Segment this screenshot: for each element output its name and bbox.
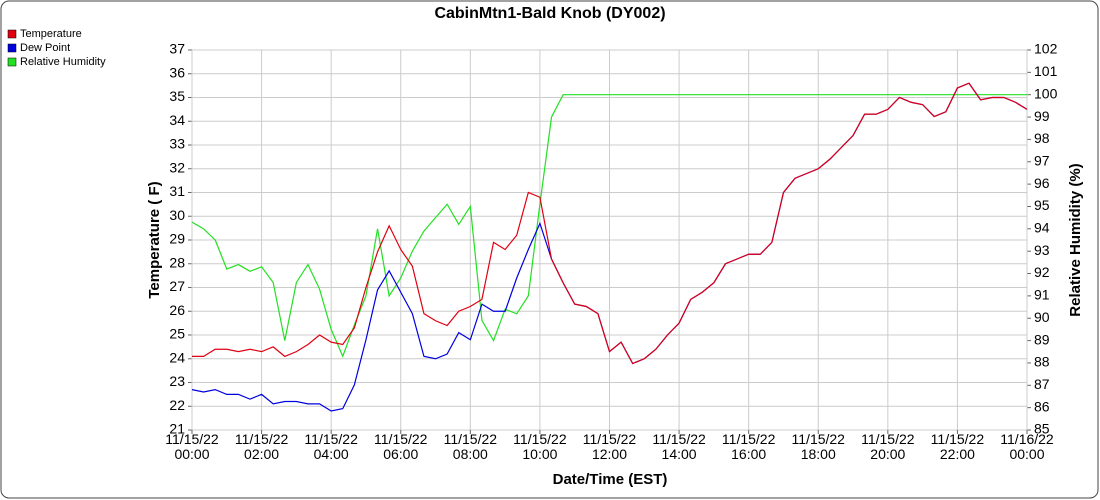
y-tick-label: 22 [169,397,185,413]
x-tick-label: 11/15/22 10:00 [513,431,567,462]
y-tick-label: 24 [169,349,185,365]
y2-tick-label: 89 [1034,331,1050,347]
y-tick-label: 31 [169,183,185,199]
y2-tick-label: 99 [1034,108,1050,124]
x-tick-label: 11/15/22 16:00 [721,431,776,462]
y2-tick-label: 102 [1034,41,1058,57]
y-tick-label: 21 [169,421,185,437]
series-line [191,94,1027,358]
legend-swatch [7,57,17,67]
y-axis-label: Temperature ( F) [146,181,163,298]
y-tick-label: 28 [169,254,185,270]
y2-tick-label: 92 [1034,264,1050,280]
legend-label: Dew Point [20,42,70,54]
y-tick-label: 34 [169,112,185,128]
x-tick-label: 11/16/22 00:00 [1000,431,1054,462]
y2-tick-label: 95 [1034,197,1050,213]
y2-tick-label: 96 [1034,175,1050,191]
y2-tick-label: 100 [1034,85,1058,101]
y2-tick-label: 93 [1034,242,1050,258]
legend-label: Temperature [20,28,82,40]
x-tick-label: 11/15/22 08:00 [443,431,498,462]
y2-axis-label: Relative Humidity (%) [1067,163,1084,316]
legend-swatch [7,43,17,53]
y-tick-label: 32 [169,159,185,175]
legend-swatch [7,29,17,39]
x-tick-label: 11/15/22 22:00 [930,431,985,462]
y2-tick-label: 85 [1034,421,1050,437]
y2-tick-label: 101 [1034,63,1058,79]
x-tick-label: 11/15/22 00:00 [165,431,219,462]
y2-tick-label: 87 [1034,376,1050,392]
y-tick-label: 35 [169,88,185,104]
y-tick-label: 36 [169,64,185,80]
x-tick-label: 11/15/22 04:00 [304,431,358,462]
y-tick-label: 30 [169,207,185,223]
y2-tick-label: 97 [1034,152,1050,168]
series-line [192,82,1028,365]
y-tick-label: 27 [169,278,185,294]
x-tick-label: 11/15/22 12:00 [582,431,637,462]
x-tick-label: 11/15/22 02:00 [234,431,289,462]
x-tick-label: 11/15/22 06:00 [374,431,428,462]
y2-tick-label: 88 [1034,354,1050,370]
y2-tick-label: 94 [1034,220,1050,236]
y2-tick-label: 98 [1034,130,1050,146]
y-tick-label: 37 [169,41,185,57]
y-tick-label: 25 [169,326,185,342]
y2-tick-label: 91 [1034,287,1050,303]
y-tick-label: 29 [169,231,185,247]
x-tick-label: 11/15/22 18:00 [791,431,845,462]
y-tick-label: 33 [169,136,185,152]
x-tick-label: 11/15/22 20:00 [861,431,915,462]
x-tick-label: 11/15/22 14:00 [652,431,706,462]
y2-tick-label: 90 [1034,309,1050,325]
x-axis-label: Date/Time (EST) [553,471,668,488]
legend-label: Relative Humidity [20,56,106,68]
y2-tick-label: 86 [1034,398,1050,414]
y-tick-label: 26 [169,302,185,318]
chart-title: CabinMtn1-Bald Knob (DY002) [434,5,665,22]
y-tick-label: 23 [169,373,185,389]
